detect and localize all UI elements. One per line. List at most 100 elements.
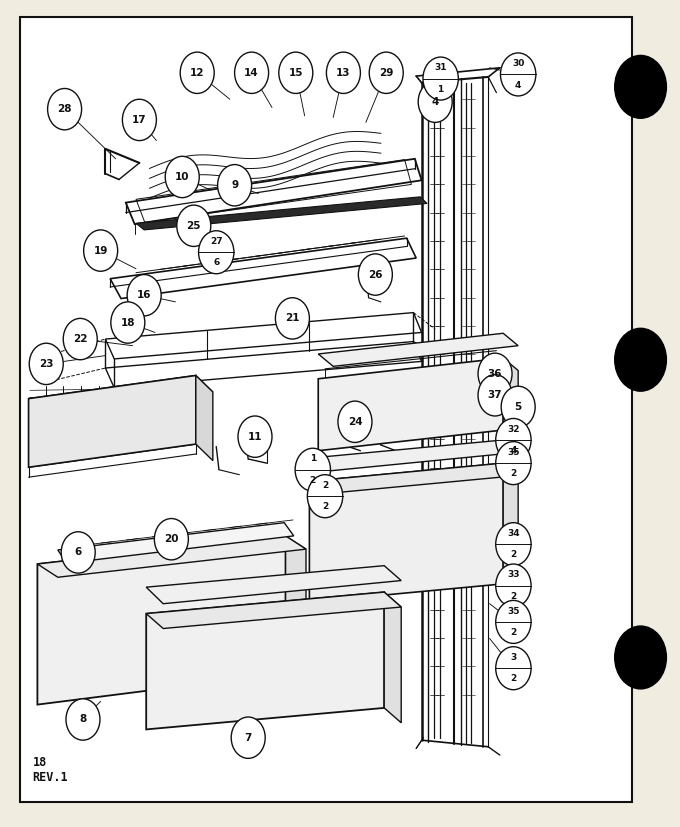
Text: 2: 2: [322, 503, 328, 511]
Polygon shape: [503, 358, 518, 442]
Circle shape: [231, 717, 265, 758]
Polygon shape: [286, 536, 306, 686]
Circle shape: [48, 88, 82, 130]
Circle shape: [165, 156, 199, 198]
Text: 35: 35: [507, 448, 520, 457]
Text: 14: 14: [244, 68, 259, 78]
Text: 37: 37: [488, 390, 503, 400]
Text: 4: 4: [510, 447, 517, 455]
Circle shape: [235, 52, 269, 93]
Text: 31: 31: [435, 64, 447, 72]
Text: 6: 6: [213, 259, 220, 267]
Text: 11: 11: [248, 432, 262, 442]
Text: 18
REV.1: 18 REV.1: [33, 756, 68, 784]
Circle shape: [496, 418, 531, 461]
Polygon shape: [146, 592, 401, 629]
Text: 1: 1: [309, 455, 316, 463]
Circle shape: [122, 99, 156, 141]
Circle shape: [279, 52, 313, 93]
Polygon shape: [384, 592, 401, 723]
Polygon shape: [309, 440, 518, 471]
Text: 35: 35: [507, 607, 520, 615]
Text: 36: 36: [488, 369, 503, 379]
Text: 2: 2: [510, 592, 517, 600]
Text: 9: 9: [231, 180, 238, 190]
Text: 1: 1: [437, 85, 444, 93]
Polygon shape: [29, 375, 196, 467]
Text: 30: 30: [512, 60, 524, 68]
Circle shape: [496, 442, 531, 485]
Circle shape: [180, 52, 214, 93]
Text: 22: 22: [73, 334, 88, 344]
Circle shape: [218, 165, 252, 206]
Circle shape: [496, 600, 531, 643]
Polygon shape: [37, 536, 306, 577]
Text: 28: 28: [57, 104, 72, 114]
Circle shape: [615, 328, 666, 391]
Polygon shape: [37, 536, 286, 705]
Text: 19: 19: [93, 246, 108, 256]
Circle shape: [177, 205, 211, 246]
Text: 6: 6: [75, 547, 82, 557]
Circle shape: [127, 275, 161, 316]
Circle shape: [154, 519, 188, 560]
Circle shape: [478, 375, 512, 416]
Text: 29: 29: [379, 68, 394, 78]
Text: 2: 2: [510, 470, 517, 478]
Circle shape: [199, 231, 234, 274]
Polygon shape: [318, 358, 503, 451]
Text: 25: 25: [186, 221, 201, 231]
Circle shape: [295, 448, 330, 491]
Circle shape: [478, 353, 512, 394]
Polygon shape: [196, 375, 213, 461]
Text: 4: 4: [515, 81, 522, 89]
Circle shape: [496, 523, 531, 566]
Polygon shape: [136, 197, 427, 230]
Text: 12: 12: [190, 68, 205, 78]
Circle shape: [615, 626, 666, 689]
Polygon shape: [146, 592, 384, 729]
Text: 17: 17: [132, 115, 147, 125]
Circle shape: [423, 57, 458, 100]
Text: 23: 23: [39, 359, 54, 369]
Circle shape: [66, 699, 100, 740]
Text: 13: 13: [336, 68, 351, 78]
Text: 33: 33: [507, 571, 520, 579]
Circle shape: [338, 401, 372, 442]
Text: 15: 15: [288, 68, 303, 78]
Text: 2: 2: [322, 481, 328, 490]
Polygon shape: [318, 333, 518, 366]
Text: 18: 18: [120, 318, 135, 327]
Circle shape: [418, 81, 452, 122]
Circle shape: [307, 475, 343, 518]
Circle shape: [615, 55, 666, 118]
Polygon shape: [503, 463, 518, 596]
Text: 3: 3: [510, 653, 517, 662]
Polygon shape: [58, 523, 294, 563]
Text: 2: 2: [309, 476, 316, 485]
Text: 10: 10: [175, 172, 190, 182]
Text: 5: 5: [515, 402, 522, 412]
Text: 27: 27: [210, 237, 222, 246]
Text: 34: 34: [507, 529, 520, 538]
Text: 21: 21: [285, 313, 300, 323]
Text: 24: 24: [347, 417, 362, 427]
Polygon shape: [29, 375, 213, 415]
Circle shape: [496, 564, 531, 607]
Circle shape: [61, 532, 95, 573]
Text: 2: 2: [510, 551, 517, 559]
Circle shape: [238, 416, 272, 457]
Text: 20: 20: [164, 534, 179, 544]
Text: 2: 2: [510, 675, 517, 683]
Polygon shape: [146, 566, 401, 604]
Text: 32: 32: [507, 425, 520, 433]
Circle shape: [275, 298, 309, 339]
Text: 8: 8: [80, 715, 86, 724]
Circle shape: [29, 343, 63, 385]
Polygon shape: [309, 463, 503, 602]
Text: 26: 26: [368, 270, 383, 280]
Circle shape: [500, 53, 536, 96]
Circle shape: [111, 302, 145, 343]
Circle shape: [84, 230, 118, 271]
Circle shape: [501, 386, 535, 428]
